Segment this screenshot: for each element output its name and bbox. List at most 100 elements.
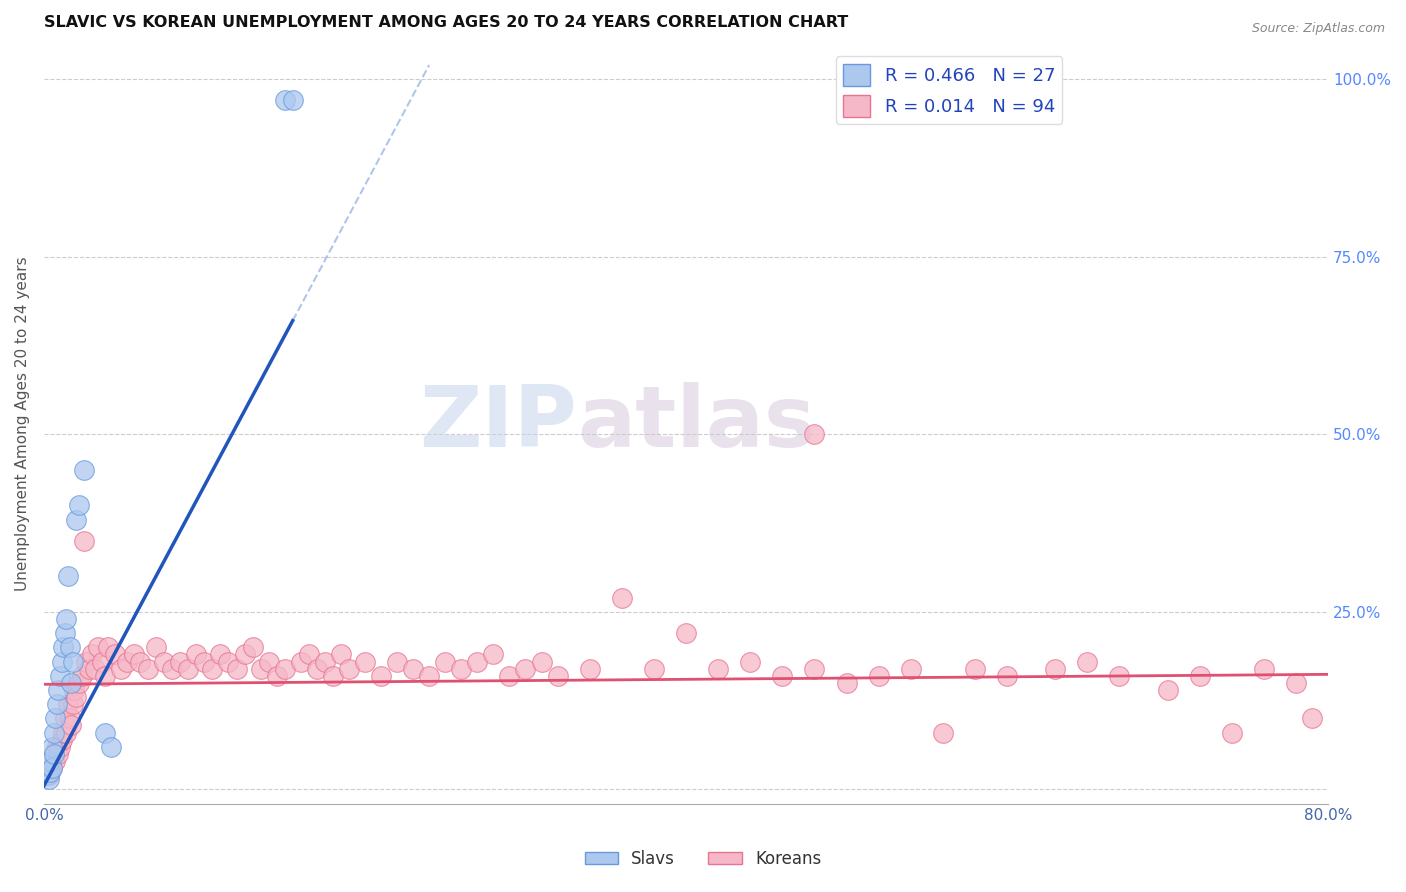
Point	[55, 725, 77, 739]
Point	[963, 662, 986, 676]
Point	[145, 640, 167, 655]
Point	[707, 662, 730, 676]
Point	[53, 711, 76, 725]
Point	[1156, 683, 1178, 698]
Point	[38, 768, 60, 782]
Point	[1108, 669, 1130, 683]
Point	[298, 648, 321, 662]
Point	[51, 655, 73, 669]
Point	[900, 662, 922, 676]
Point	[1253, 662, 1275, 676]
Point	[209, 648, 232, 662]
Point	[44, 754, 66, 768]
Point	[56, 569, 79, 583]
Point	[233, 648, 256, 662]
Point	[58, 640, 80, 655]
Point	[337, 662, 360, 676]
Point	[370, 669, 392, 683]
Point	[868, 669, 890, 683]
Point	[186, 648, 208, 662]
Point	[290, 655, 312, 669]
Point	[84, 662, 107, 676]
Point	[610, 591, 633, 605]
Point	[465, 655, 488, 669]
Point	[45, 739, 67, 754]
Point	[42, 747, 65, 761]
Text: Source: ZipAtlas.com: Source: ZipAtlas.com	[1251, 22, 1385, 36]
Point	[77, 662, 100, 676]
Point	[51, 732, 73, 747]
Point	[242, 640, 264, 655]
Point	[117, 655, 139, 669]
Point	[75, 655, 97, 669]
Point	[322, 669, 344, 683]
Point	[578, 662, 600, 676]
Point	[266, 669, 288, 683]
Point	[354, 655, 377, 669]
Point	[41, 761, 63, 775]
Point	[39, 754, 62, 768]
Point	[63, 683, 86, 698]
Point	[314, 655, 336, 669]
Point	[62, 655, 84, 669]
Point	[515, 662, 537, 676]
Point	[122, 648, 145, 662]
Point	[110, 662, 132, 676]
Legend: R = 0.466   N = 27, R = 0.014   N = 94: R = 0.466 N = 27, R = 0.014 N = 94	[835, 56, 1063, 124]
Point	[49, 669, 72, 683]
Point	[97, 640, 120, 655]
Point	[273, 94, 295, 108]
Point	[53, 626, 76, 640]
Point	[67, 499, 90, 513]
Point	[643, 662, 665, 676]
Point	[257, 655, 280, 669]
Point	[100, 739, 122, 754]
Point	[201, 662, 224, 676]
Point	[1188, 669, 1211, 683]
Point	[44, 711, 66, 725]
Point	[41, 739, 63, 754]
Point	[1076, 655, 1098, 669]
Point	[281, 94, 304, 108]
Point	[835, 676, 858, 690]
Point	[46, 747, 69, 761]
Point	[49, 739, 72, 754]
Point	[932, 725, 955, 739]
Point	[803, 427, 825, 442]
Point	[52, 640, 75, 655]
Point	[90, 655, 112, 669]
Point	[273, 662, 295, 676]
Text: SLAVIC VS KOREAN UNEMPLOYMENT AMONG AGES 20 TO 24 YEARS CORRELATION CHART: SLAVIC VS KOREAN UNEMPLOYMENT AMONG AGES…	[44, 15, 848, 30]
Point	[73, 463, 96, 477]
Point	[39, 764, 62, 779]
Point	[46, 683, 69, 698]
Point	[547, 669, 569, 683]
Point	[418, 669, 440, 683]
Point	[218, 655, 240, 669]
Text: ZIP: ZIP	[419, 382, 576, 465]
Point	[803, 662, 825, 676]
Point	[329, 648, 352, 662]
Point	[450, 662, 472, 676]
Point	[58, 711, 80, 725]
Point	[60, 718, 83, 732]
Point	[675, 626, 697, 640]
Point	[136, 662, 159, 676]
Point	[153, 655, 176, 669]
Text: atlas: atlas	[576, 382, 815, 465]
Point	[1220, 725, 1243, 739]
Point	[55, 612, 77, 626]
Point	[45, 697, 67, 711]
Point	[87, 640, 110, 655]
Point	[1301, 711, 1323, 725]
Point	[60, 676, 83, 690]
Point	[530, 655, 553, 669]
Point	[56, 697, 79, 711]
Point	[249, 662, 271, 676]
Point	[42, 725, 65, 739]
Point	[103, 648, 125, 662]
Point	[169, 655, 191, 669]
Point	[434, 655, 457, 669]
Point	[740, 655, 762, 669]
Point	[41, 761, 63, 775]
